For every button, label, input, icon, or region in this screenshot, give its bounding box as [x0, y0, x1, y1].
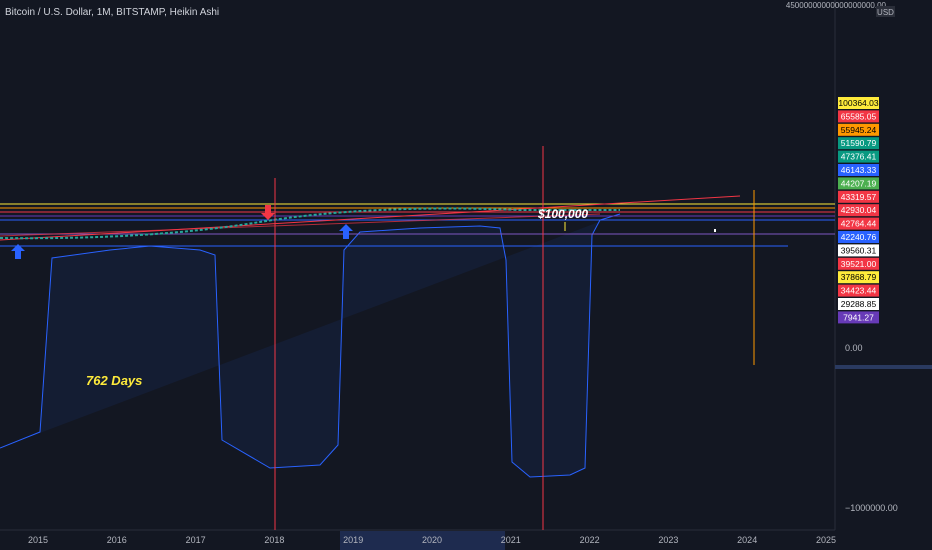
- days-annotation: 762 Days: [86, 373, 142, 388]
- price-label: 65585.05: [841, 111, 877, 121]
- oscillator-area: [0, 213, 621, 478]
- price-label-box: [838, 97, 879, 109]
- price-label: 39521.00: [841, 259, 877, 269]
- trend-line: [0, 213, 601, 237]
- price-label-box: [838, 204, 879, 217]
- time-label: 2024: [737, 535, 757, 545]
- price-label-box: [838, 110, 879, 123]
- price-label: 47376.41: [841, 152, 877, 162]
- price-label-box: [838, 271, 879, 284]
- time-label: 2016: [107, 535, 127, 545]
- currency-label: USD: [877, 8, 894, 17]
- price-label: 39560.31: [841, 245, 877, 255]
- currency-box: [876, 6, 895, 17]
- price-label: 34423.44: [841, 286, 877, 296]
- price-label: 29288.85: [841, 299, 877, 309]
- price-label-box: [838, 257, 879, 270]
- price-label: 44207.19: [841, 178, 877, 188]
- axis-band: [835, 365, 932, 369]
- time-label: 2025: [816, 535, 836, 545]
- time-label: 2015: [28, 535, 48, 545]
- price-label: 7941.27: [843, 312, 874, 322]
- trend-line: [0, 195, 741, 241]
- price-candles: [0, 207, 620, 240]
- price-label: 42240.76: [841, 232, 877, 242]
- price-label: 51590.79: [841, 138, 877, 148]
- time-label: 2017: [186, 535, 206, 545]
- price-label: 37868.79: [841, 272, 877, 282]
- time-label: 2022: [580, 535, 600, 545]
- target-annotation: $100,000: [537, 207, 588, 221]
- price-label-box: [838, 137, 879, 150]
- price-label-box: [838, 217, 879, 230]
- bottom-price-label: −1000000.00: [845, 503, 898, 513]
- price-label: 55945.24: [841, 125, 877, 135]
- price-label: 100364.03: [838, 98, 878, 108]
- price-label-box: [838, 311, 879, 324]
- price-label-box: [838, 244, 879, 257]
- zero-price-label: 0.00: [845, 343, 863, 353]
- price-label: 42764.44: [841, 219, 877, 229]
- price-label-box: [838, 298, 879, 310]
- price-label: 42930.04: [841, 205, 877, 215]
- top-price-label: 45000000000000000000.00: [786, 1, 887, 10]
- time-label: 2019: [343, 535, 363, 545]
- signal-arrows: [11, 205, 353, 259]
- price-label-box: [838, 164, 879, 176]
- time-label: 2020: [422, 535, 442, 545]
- price-label: 43319.57: [841, 192, 877, 202]
- time-label: 2021: [501, 535, 521, 545]
- buy-arrow: [339, 224, 353, 239]
- price-label-box: [838, 190, 879, 203]
- symbol-title: Bitcoin / U.S. Dollar, 1M, BITSTAMP, Hei…: [5, 7, 219, 18]
- price-label-box: [838, 123, 879, 136]
- time-label: 2018: [264, 535, 284, 545]
- price-label: 46143.33: [841, 165, 877, 175]
- time-label: 2023: [658, 535, 678, 545]
- sell-arrow: [261, 205, 275, 220]
- price-label-box: [838, 177, 879, 190]
- dot: [714, 229, 716, 232]
- buy-arrow: [11, 244, 25, 259]
- price-label-box: [838, 150, 879, 163]
- trend-lines: [0, 146, 835, 530]
- price-label-box: [838, 231, 879, 243]
- price-label-box: [838, 284, 879, 297]
- time-range-highlight: [340, 531, 505, 550]
